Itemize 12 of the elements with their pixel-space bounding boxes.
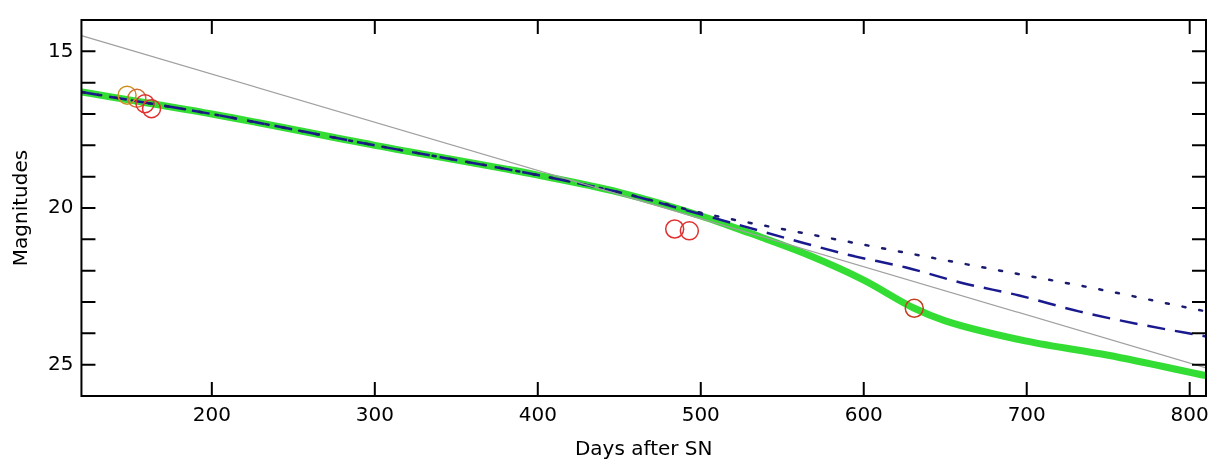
x-tick-label: 400 <box>518 402 557 427</box>
x-axis-title: Days after SN <box>574 436 713 461</box>
x-tick-label: 300 <box>355 402 394 427</box>
x-tick-label: 600 <box>844 402 883 427</box>
y-tick-label: 15 <box>48 37 74 62</box>
y-tick-label: 25 <box>48 350 74 375</box>
x-tick-label: 800 <box>1170 402 1209 427</box>
y-axis-title: Magnitudes <box>8 149 33 267</box>
x-tick-label: 500 <box>681 402 720 427</box>
x-tick-label: 700 <box>1007 402 1046 427</box>
x-tick-label: 200 <box>192 402 231 427</box>
y-tick-label: 20 <box>48 194 74 219</box>
